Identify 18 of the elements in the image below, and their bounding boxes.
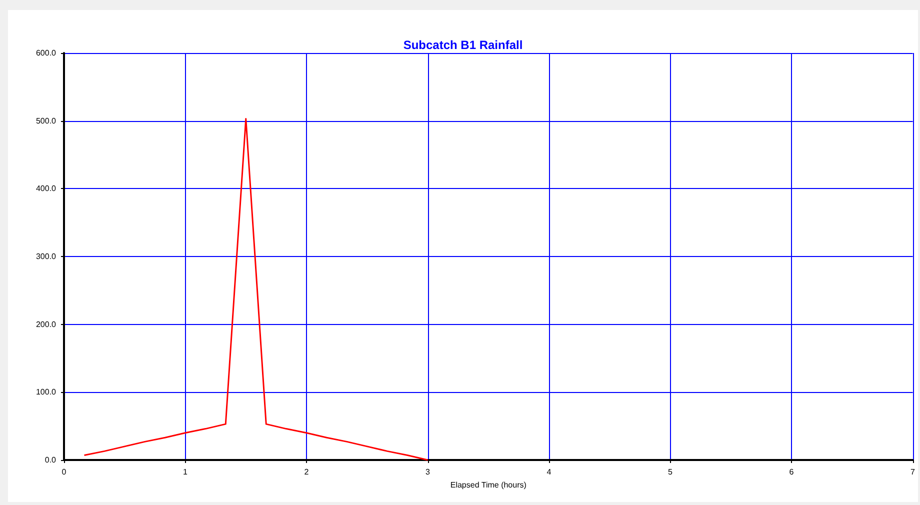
y-tick-label: 500.0 <box>36 116 57 126</box>
x-tick-label: 1 <box>183 468 188 476</box>
y-tick-label: 200.0 <box>36 320 57 329</box>
y-tick-label: 600.0 <box>36 48 57 58</box>
x-tick-label: 2 <box>304 468 310 476</box>
x-axis-title: Elapsed Time (hours) <box>450 480 527 490</box>
x-tick-label: 4 <box>546 468 552 476</box>
x-tick-label: 5 <box>668 468 674 476</box>
line-series <box>84 118 429 461</box>
x-tick-label: 0 <box>62 468 67 476</box>
x-tick-label: 6 <box>789 468 794 476</box>
chart-title: Subcatch B1 Rainfall <box>403 38 523 52</box>
y-tick-label: 300.0 <box>36 252 57 261</box>
y-tick-label: 0.0 <box>44 456 57 464</box>
x-tick-label: 3 <box>426 468 431 476</box>
y-tick-label: 100.0 <box>36 388 57 397</box>
y-tick-label: 400.0 <box>36 184 57 194</box>
x-tick-label: 7 <box>910 468 916 476</box>
